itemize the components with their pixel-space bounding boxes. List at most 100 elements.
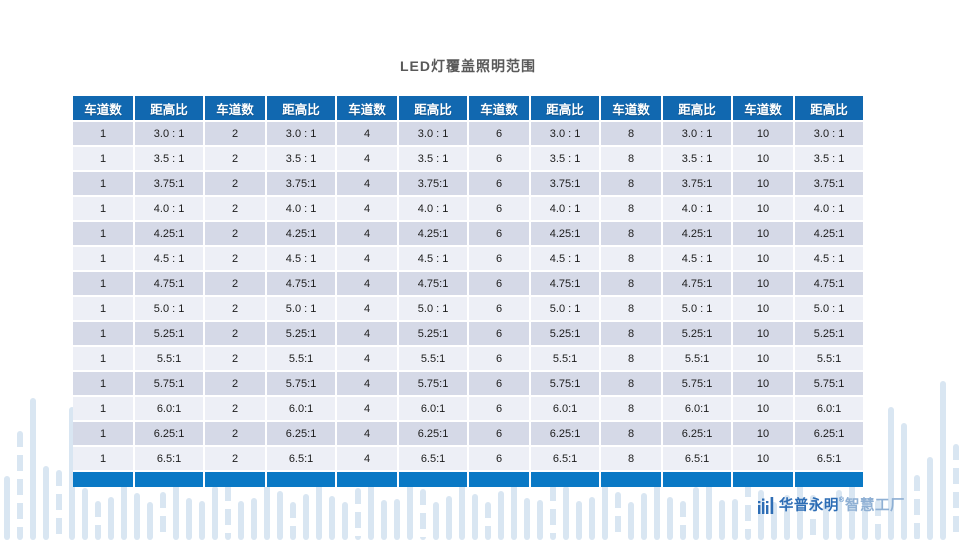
lane-count-cell: 4: [337, 272, 398, 295]
deco-bar: [82, 488, 88, 540]
ratio-cell: 5.5:1: [267, 347, 335, 370]
deco-bar: [134, 493, 140, 540]
lane-count-cell: 6: [469, 247, 530, 270]
deco-bar: [589, 497, 595, 540]
deco-bar: [719, 500, 725, 540]
ratio-cell: 5.25:1: [531, 322, 599, 345]
ratio-cell: 4.5 : 1: [795, 247, 863, 270]
lane-count-cell: 6: [469, 272, 530, 295]
lane-count-cell: 8: [601, 172, 662, 195]
lane-count-cell: 2: [205, 122, 266, 145]
ratio-cell: 6.5:1: [531, 447, 599, 470]
table-footer-bar-segment: [469, 472, 530, 487]
ratio-cell: 4.5 : 1: [531, 247, 599, 270]
lane-count-cell: 8: [601, 322, 662, 345]
deco-bar: [420, 489, 426, 540]
brand-logo-icon: [757, 496, 774, 514]
ratio-cell: 5.25:1: [267, 322, 335, 345]
deco-bar: [43, 466, 49, 540]
lane-count-cell: 4: [337, 197, 398, 220]
deco-bar: [459, 475, 465, 540]
deco-bar: [4, 476, 10, 540]
data-table: 车道数 距高比 车道数 距高比 车道数 距高比 车道数 距高比 车道数 距高比 车道数 距高比 1 3.0…: [73, 96, 863, 487]
lane-count-cell: 10: [733, 197, 794, 220]
ratio-cell: 3.5 : 1: [663, 147, 731, 170]
deco-bar: [511, 480, 517, 540]
ratio-cell: 4.5 : 1: [399, 247, 467, 270]
lane-count-cell: 10: [733, 322, 794, 345]
deco-bar: [30, 398, 36, 540]
slide-title: LED灯覆盖照明范围: [400, 58, 536, 74]
deco-bar: [394, 499, 400, 540]
lane-count-cell: 8: [601, 197, 662, 220]
lane-count-cell: 2: [205, 422, 266, 445]
lane-count-cell: 8: [601, 422, 662, 445]
lane-count-cell: 2: [205, 197, 266, 220]
ratio-cell: 5.0 : 1: [399, 297, 467, 320]
deco-bar: [823, 502, 829, 540]
lane-count-cell: 2: [205, 297, 266, 320]
ratio-cell: 4.25:1: [795, 222, 863, 245]
column-header: 距高比: [135, 96, 203, 120]
lane-count-cell: 8: [601, 147, 662, 170]
deco-bar: [342, 502, 348, 540]
deco-bar: [901, 423, 907, 540]
ratio-cell: 4.25:1: [399, 222, 467, 245]
ratio-cell: 6.5:1: [795, 447, 863, 470]
lane-count-cell: 2: [205, 397, 266, 420]
lane-count-cell: 6: [469, 322, 530, 345]
lane-count-cell: 10: [733, 372, 794, 395]
ratio-cell: 4.75:1: [399, 272, 467, 295]
lane-count-cell: 1: [73, 422, 134, 445]
deco-bar: [303, 494, 309, 540]
ratio-cell: 4.75:1: [663, 272, 731, 295]
deco-bar: [537, 500, 543, 540]
deco-bar: [277, 491, 283, 540]
table-footer-bar-segment: [135, 472, 203, 487]
ratio-cell: 3.0 : 1: [531, 122, 599, 145]
ratio-cell: 5.5:1: [795, 347, 863, 370]
table-footer-bar-segment: [531, 472, 599, 487]
ratio-cell: 3.75:1: [135, 172, 203, 195]
deco-bar: [524, 498, 530, 540]
lane-count-cell: 10: [733, 122, 794, 145]
lane-count-cell: 6: [469, 422, 530, 445]
lane-count-cell: 6: [469, 347, 530, 370]
deco-bar: [706, 484, 712, 540]
lane-count-cell: 2: [205, 272, 266, 295]
ratio-cell: 6.5:1: [267, 447, 335, 470]
lane-count-cell: 1: [73, 347, 134, 370]
deco-bar: [641, 493, 647, 540]
lane-count-cell: 8: [601, 247, 662, 270]
column-header: 距高比: [267, 96, 335, 120]
ratio-cell: 5.0 : 1: [135, 297, 203, 320]
deco-bar: [498, 491, 504, 540]
deco-bar: [329, 496, 335, 540]
deco-bar: [160, 492, 166, 540]
ratio-cell: 4.75:1: [531, 272, 599, 295]
ratio-cell: 5.0 : 1: [795, 297, 863, 320]
deco-bar: [888, 407, 894, 540]
deco-bar: [121, 477, 127, 540]
lane-count-cell: 1: [73, 372, 134, 395]
ratio-cell: 5.25:1: [795, 322, 863, 345]
ratio-cell: 4.75:1: [267, 272, 335, 295]
lane-count-cell: 1: [73, 147, 134, 170]
ratio-cell: 5.25:1: [663, 322, 731, 345]
ratio-cell: 4.0 : 1: [267, 197, 335, 220]
ratio-cell: 4.0 : 1: [795, 197, 863, 220]
brand-suffix: 智慧工厂: [845, 498, 905, 514]
lane-count-cell: 1: [73, 322, 134, 345]
deco-bar: [56, 470, 62, 540]
ratio-cell: 5.5:1: [135, 347, 203, 370]
lane-count-cell: 4: [337, 372, 398, 395]
ratio-cell: 5.75:1: [399, 372, 467, 395]
ratio-cell: 5.75:1: [267, 372, 335, 395]
lane-count-cell: 10: [733, 247, 794, 270]
ratio-cell: 3.0 : 1: [135, 122, 203, 145]
deco-bar: [264, 479, 270, 540]
lane-count-cell: 6: [469, 297, 530, 320]
deco-bar: [199, 501, 205, 540]
ratio-cell: 3.75:1: [267, 172, 335, 195]
